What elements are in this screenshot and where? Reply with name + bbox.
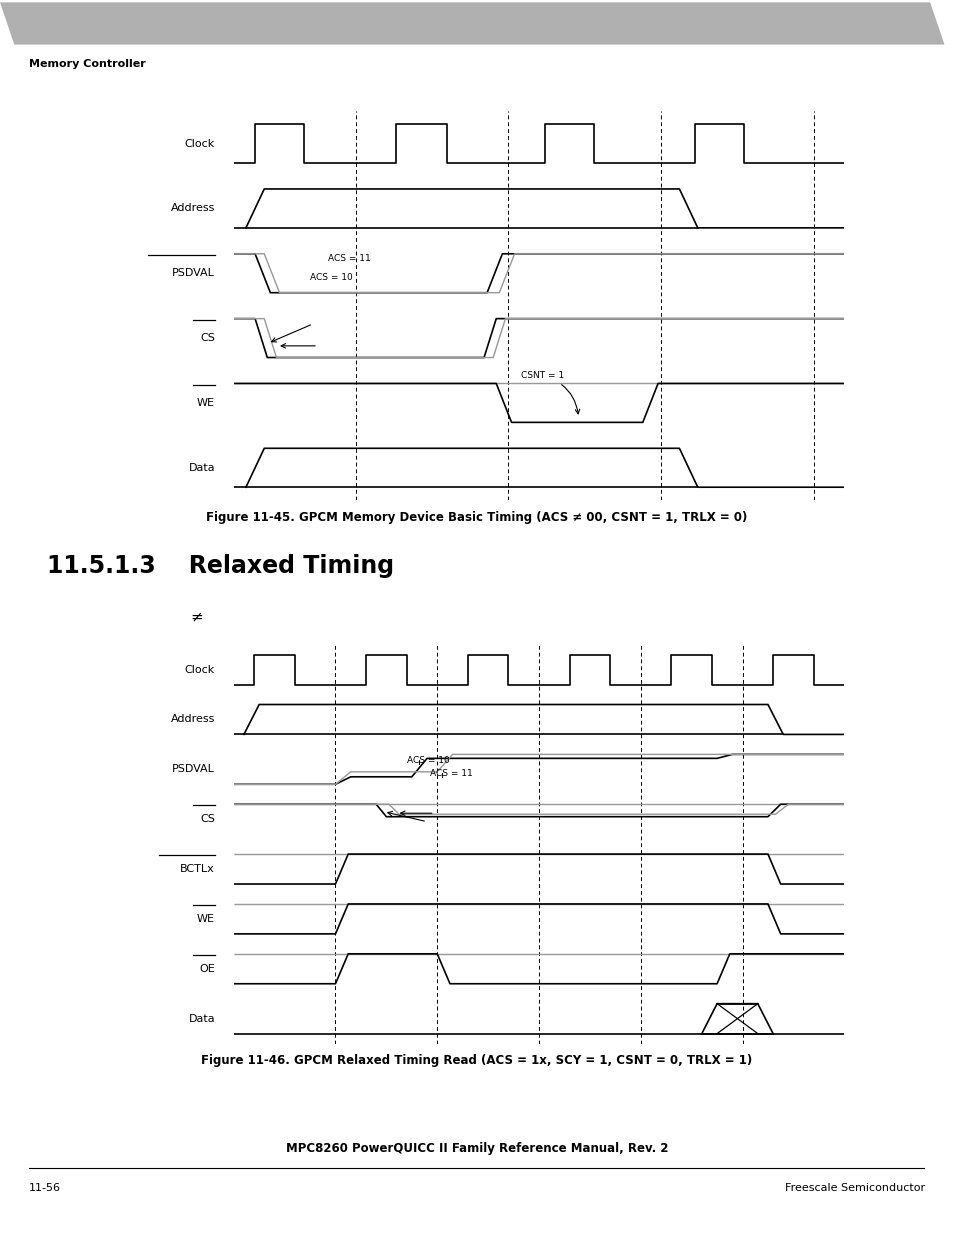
Text: Figure 11-46. GPCM Relaxed Timing Read (ACS = 1x, SCY = 1, CSNT = 0, TRLX = 1): Figure 11-46. GPCM Relaxed Timing Read (… bbox=[201, 1055, 752, 1067]
Text: Address: Address bbox=[171, 715, 214, 725]
Text: ACS = 11: ACS = 11 bbox=[328, 254, 371, 263]
Text: Memory Controller: Memory Controller bbox=[29, 59, 145, 69]
Text: CS: CS bbox=[200, 814, 214, 824]
Polygon shape bbox=[0, 2, 943, 44]
Text: 11-56: 11-56 bbox=[29, 1183, 61, 1193]
Text: Figure 11-45. GPCM Memory Device Basic Timing (ACS ≠ 00, CSNT = 1, TRLX = 0): Figure 11-45. GPCM Memory Device Basic T… bbox=[206, 511, 747, 524]
Text: ACS = 10: ACS = 10 bbox=[406, 756, 449, 764]
Text: PSDVAL: PSDVAL bbox=[172, 764, 214, 774]
Text: Address: Address bbox=[171, 204, 214, 214]
Text: OE: OE bbox=[199, 963, 214, 973]
Text: ≠: ≠ bbox=[191, 609, 203, 625]
Text: MPC8260 PowerQUICC II Family Reference Manual, Rev. 2: MPC8260 PowerQUICC II Family Reference M… bbox=[286, 1142, 667, 1155]
Text: Data: Data bbox=[188, 463, 214, 473]
Text: ACS = 10: ACS = 10 bbox=[310, 273, 353, 282]
Text: Clock: Clock bbox=[185, 138, 214, 148]
Text: CSNT = 1: CSNT = 1 bbox=[520, 372, 579, 414]
Text: Data: Data bbox=[188, 1014, 214, 1024]
Text: WE: WE bbox=[197, 914, 214, 924]
Text: CS: CS bbox=[200, 333, 214, 343]
Text: ACS = 11: ACS = 11 bbox=[429, 769, 472, 778]
Text: WE: WE bbox=[197, 398, 214, 408]
Text: PSDVAL: PSDVAL bbox=[172, 268, 214, 278]
Text: Clock: Clock bbox=[185, 664, 214, 674]
Text: 11.5.1.3    Relaxed Timing: 11.5.1.3 Relaxed Timing bbox=[47, 553, 394, 578]
Text: Freescale Semiconductor: Freescale Semiconductor bbox=[784, 1183, 924, 1193]
Text: BCTLx: BCTLx bbox=[180, 864, 214, 874]
